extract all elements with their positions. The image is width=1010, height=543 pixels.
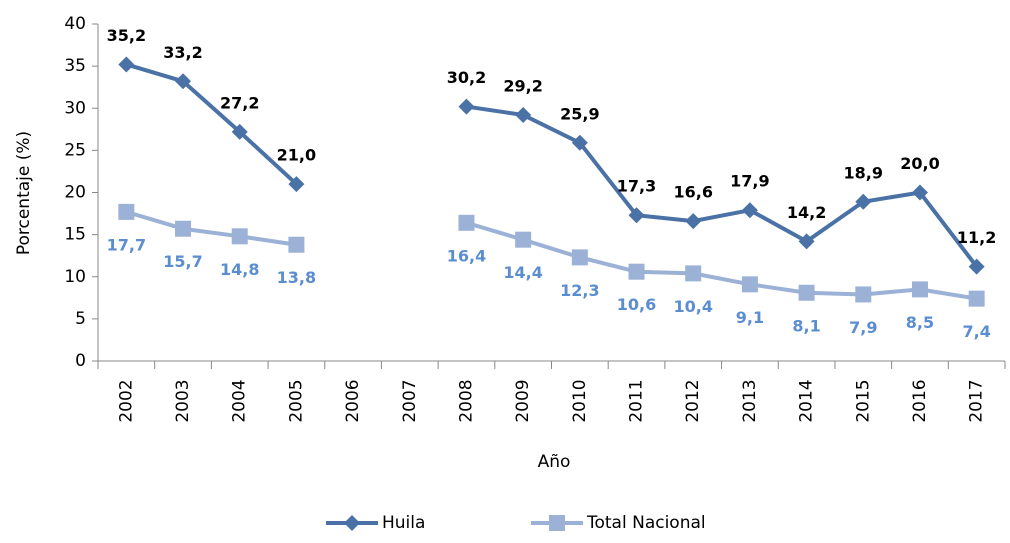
y-tick-label: 35 (64, 56, 86, 76)
x-tick-label: 2007 (400, 379, 420, 422)
data-point (685, 213, 702, 230)
data-point (175, 73, 192, 90)
value-label: 10,4 (673, 297, 712, 316)
data-point (288, 176, 305, 193)
data-point (798, 233, 815, 250)
data-point (458, 214, 475, 231)
data-point (855, 286, 872, 303)
value-label: 35,2 (107, 26, 146, 45)
value-label: 29,2 (503, 76, 542, 95)
value-label: 7,9 (849, 318, 877, 337)
y-tick-label: 10 (64, 267, 86, 287)
x-tick-label: 2015 (853, 379, 873, 422)
legend-label: Total Nacional (586, 513, 706, 533)
data-point (855, 193, 872, 210)
data-point (458, 98, 475, 115)
data-point (968, 290, 985, 307)
y-tick-label: 40 (64, 14, 86, 34)
value-label: 17,3 (617, 177, 656, 196)
x-tick-label: 2010 (570, 379, 590, 422)
data-point (288, 236, 305, 253)
x-tick-label: 2005 (286, 379, 306, 422)
legend-label: Huila (382, 513, 425, 533)
value-label: 16,4 (447, 246, 486, 265)
value-label: 8,5 (906, 313, 934, 332)
x-tick-label: 2017 (967, 379, 987, 422)
value-label: 25,9 (560, 104, 599, 123)
value-label: 30,2 (447, 68, 486, 87)
y-tick-label: 30 (64, 98, 86, 118)
data-point (911, 281, 928, 298)
data-point (571, 249, 588, 266)
data-point (741, 202, 758, 219)
data-point (685, 265, 702, 282)
value-label: 13,8 (277, 268, 316, 287)
data-point (911, 184, 928, 201)
x-tick-label: 2003 (173, 379, 193, 422)
value-label: 14,2 (787, 203, 826, 222)
legend-marker (344, 515, 360, 531)
data-point (118, 203, 135, 220)
data-point (515, 106, 532, 123)
value-label: 15,7 (163, 252, 202, 271)
y-tick-label: 5 (75, 309, 86, 329)
value-label: 21,0 (277, 146, 316, 165)
y-tick-label: 20 (64, 183, 86, 203)
series-line (125, 62, 979, 268)
value-label: 10,6 (617, 295, 656, 314)
x-tick-label: 2004 (230, 379, 250, 422)
x-axis-title: Año (538, 452, 571, 472)
y-tick-label: 15 (64, 225, 86, 245)
value-label: 11,2 (957, 228, 996, 247)
data-point (798, 284, 815, 301)
data-point (571, 134, 588, 151)
data-point (628, 207, 645, 224)
value-label: 18,9 (844, 163, 883, 182)
x-tick-label: 2013 (740, 379, 760, 422)
data-point (628, 263, 645, 280)
value-label: 16,6 (673, 183, 712, 202)
x-tick-label: 2006 (343, 379, 363, 422)
x-tick-label: 2016 (910, 379, 930, 422)
value-label: 17,9 (730, 172, 769, 191)
x-tick-label: 2002 (116, 379, 136, 422)
x-tick-label: 2011 (627, 379, 647, 422)
value-label: 20,0 (900, 154, 939, 173)
value-label: 27,2 (220, 93, 259, 112)
data-point (515, 231, 532, 248)
x-tick-label: 2008 (456, 379, 476, 422)
data-point (741, 276, 758, 293)
value-label: 12,3 (560, 281, 599, 300)
data-point (231, 123, 248, 140)
value-label: 8,1 (792, 316, 820, 335)
data-point (175, 220, 192, 237)
data-point (231, 228, 248, 245)
data-point (118, 56, 135, 73)
x-tick-label: 2009 (513, 379, 533, 422)
series-line (125, 209, 977, 301)
value-label: 33,2 (163, 43, 202, 62)
x-tick-label: 2014 (797, 379, 817, 422)
value-label: 7,4 (962, 322, 990, 341)
value-label: 14,4 (503, 263, 542, 282)
data-point (968, 258, 985, 275)
y-tick-label: 0 (75, 351, 86, 371)
legend-marker (549, 515, 565, 531)
value-label: 9,1 (736, 308, 764, 327)
y-tick-label: 25 (64, 140, 86, 160)
value-label: 17,7 (107, 235, 146, 254)
y-axis-title: Porcentaje (%) (14, 131, 34, 255)
value-label: 14,8 (220, 260, 259, 279)
x-tick-label: 2012 (683, 379, 703, 422)
